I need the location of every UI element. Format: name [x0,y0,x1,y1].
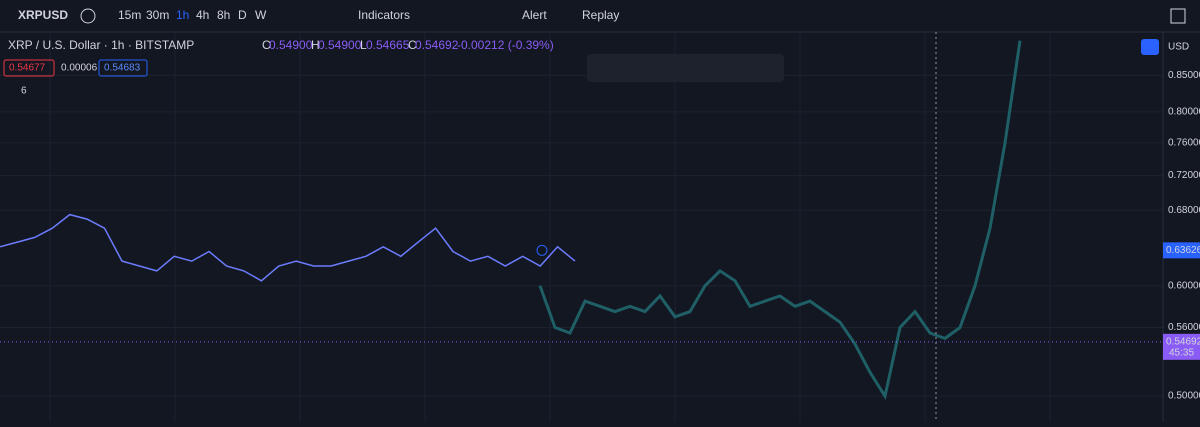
low-key: L [360,38,367,52]
symbol[interactable]: XRPUSD [18,8,68,22]
low: 0.54665 [366,38,410,52]
countdown: 45:35 [1169,347,1194,358]
interval[interactable]: 4h [196,8,209,22]
indicators[interactable]: Indicators [358,8,410,22]
last-price-badge [1163,333,1200,360]
drawing-toolbar [587,54,784,82]
spread: 0.00006 [61,63,98,74]
fullscreen[interactable] [1170,8,1186,24]
close-key: C [408,38,417,52]
bid-box[interactable] [3,59,55,77]
collapsed-count[interactable]: 6 [21,86,27,97]
interval[interactable]: D [238,8,247,22]
open-key: O [262,38,271,52]
legend-title: XRP / U.S. Dollar · 1h · BITSTAMP [8,38,194,52]
open: 0.54900 [269,38,313,52]
price-line [0,213,576,282]
interval[interactable]: W [255,8,267,22]
close: 0.54692 [415,38,459,52]
auto-scale[interactable] [1141,39,1159,55]
high: 0.54900 [318,38,362,52]
alert[interactable]: Alert [522,8,547,22]
toolbar [0,0,1200,32]
change: -0.00212 (-0.39%) [457,38,554,52]
high-key: H [311,38,320,52]
currency[interactable]: USD [1168,42,1189,53]
marker [536,244,548,256]
interval[interactable]: 1h [176,8,189,22]
marker-price: 0.63626 [1166,245,1200,256]
add-symbol[interactable] [80,8,96,24]
replay[interactable]: Replay [582,8,619,22]
interval[interactable]: 30m [146,8,169,22]
bid: 0.54677 [9,63,46,74]
interval[interactable]: 8h [217,8,230,22]
ask-box[interactable] [98,59,148,77]
ask: 0.54683 [104,63,141,74]
interval[interactable]: 15m [118,8,141,22]
last-price: 0.54692 [1166,336,1200,347]
price-line [538,40,1022,400]
marker-badge [1163,242,1200,259]
